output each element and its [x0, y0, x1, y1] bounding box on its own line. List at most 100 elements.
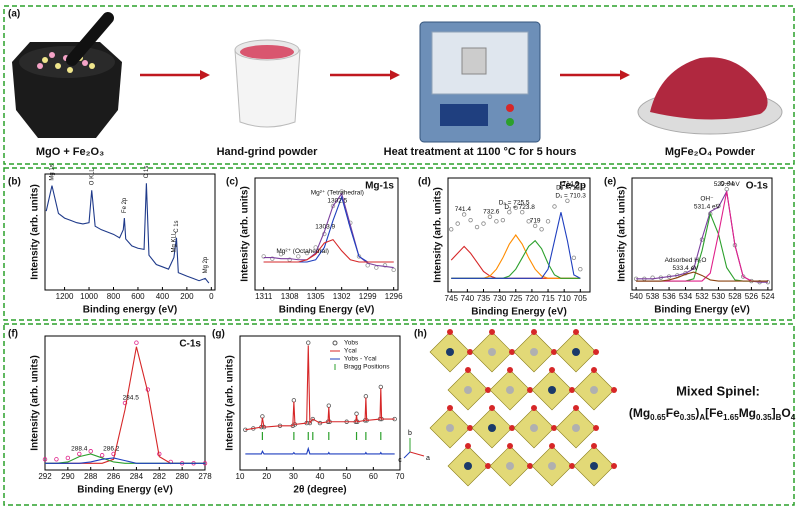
data-point [363, 394, 369, 399]
spectrum-label: O-1s [746, 181, 769, 192]
panel-label: (h) [414, 329, 427, 340]
x-tick-label: 524 [761, 292, 775, 301]
data-point [526, 219, 531, 224]
oxygen-atom [611, 463, 617, 469]
metal-atom [548, 386, 556, 394]
oxygen-atom [531, 405, 537, 411]
oxygen-atom [551, 349, 557, 355]
x-tick-label: 60 [369, 472, 378, 481]
formula-part: 4 [791, 413, 796, 422]
peak-label: O 1s [144, 166, 150, 179]
formula-part: ) [695, 406, 699, 420]
metal-atom [590, 462, 598, 470]
x-tick-label: 715 [541, 294, 555, 303]
legend-label: Yobs [344, 340, 359, 347]
oxygen-atom [551, 425, 557, 431]
spectrum-label: Fe-2p [559, 181, 586, 192]
x-tick-label: 740 [461, 294, 475, 303]
formula-part: Mg [739, 406, 756, 420]
oxygen-atom [569, 463, 575, 469]
arrow-head [620, 70, 630, 80]
x-tick-label: 280 [175, 472, 189, 481]
series-line [636, 271, 768, 282]
data-point [291, 398, 297, 403]
data-point [461, 212, 467, 217]
x-tick-label: 0 [209, 292, 214, 301]
x-tick-label: 20 [262, 472, 271, 481]
axis-glyph [409, 451, 425, 457]
metal-atom [530, 348, 538, 356]
x-tick-label: 600 [131, 292, 145, 301]
x-axis-label: Binding Energy (eV) [77, 485, 173, 496]
data-point [650, 275, 655, 280]
formula-part: 1.65 [723, 413, 739, 422]
metal-atom [488, 424, 496, 432]
series-line [245, 345, 395, 431]
x-tick-label: 1296 [385, 292, 403, 301]
oxygen-atom [549, 443, 555, 449]
data-point [278, 251, 284, 257]
x-tick-label: 532 [695, 292, 709, 301]
data-point [99, 453, 105, 458]
peak-label: O–M [720, 181, 734, 188]
panel-border [3, 323, 795, 506]
x-tick-label: 1200 [56, 292, 74, 301]
peak-label: 1303.9 [315, 223, 335, 230]
data-point [77, 451, 82, 457]
peak-label: 732.6 [483, 208, 500, 215]
oxygen-atom [527, 387, 533, 393]
x-tick-label: 528 [728, 292, 742, 301]
data-point [716, 203, 721, 209]
axis-glyph-label: a [426, 455, 430, 462]
oxygen-atom [489, 329, 495, 335]
data-point [310, 416, 315, 422]
metal-atom [446, 424, 454, 432]
oxygen-atom [485, 463, 491, 469]
data-point [455, 221, 460, 226]
x-tick-label: 735 [477, 294, 491, 303]
powder-icon [637, 57, 783, 135]
data-point [545, 219, 551, 224]
peak-label: D₂ =712.2 [556, 185, 585, 192]
data-point [468, 217, 473, 223]
furnace-icon [419, 21, 541, 143]
x-tick-label: 278 [198, 472, 212, 481]
data-point [513, 205, 518, 210]
x-tick-label: 288 [84, 472, 98, 481]
data-point [330, 203, 336, 209]
peak-label: D₁ = 723.8 [504, 204, 535, 211]
x-tick-label: 540 [629, 292, 643, 301]
x-tick-label: 705 [574, 294, 588, 303]
plot-frame [254, 177, 399, 291]
data-point [354, 411, 359, 416]
x-tick-label: 50 [342, 472, 351, 481]
x-tick-label: 286 [107, 472, 121, 481]
oxygen-atom [593, 349, 599, 355]
peak-label: Dₐ = 725.5 [499, 199, 530, 206]
x-axis-label: Binding Energy (eV) [654, 305, 750, 316]
y-axis-label: Intensity (arb. units) [240, 186, 251, 282]
metal-atom [572, 424, 580, 432]
x-tick-label: 282 [153, 472, 167, 481]
oxygen-atom [447, 405, 453, 411]
crystal-structure [429, 329, 617, 487]
data-point [296, 254, 301, 259]
x-tick-label: 1000 [80, 292, 98, 301]
plot-frame [447, 177, 591, 293]
data-point [122, 400, 128, 406]
oxygen-atom [549, 367, 555, 373]
data-point [487, 214, 493, 219]
x-tick-label: 710 [558, 294, 572, 303]
panel-label: (g) [212, 329, 225, 340]
oxygen-atom [573, 329, 579, 335]
crucible-icon [234, 39, 301, 128]
plot-frame [44, 173, 216, 291]
x-tick-label: 292 [38, 472, 52, 481]
oxygen-atom [593, 425, 599, 431]
x-tick-label: 800 [107, 292, 121, 301]
x-axis-label: 2θ (degree) [293, 485, 346, 496]
metal-atom [530, 424, 538, 432]
peak-label: Fe 2p [122, 197, 128, 213]
oxygen-atom [573, 405, 579, 411]
peak-label: 1302.5 [327, 198, 347, 205]
